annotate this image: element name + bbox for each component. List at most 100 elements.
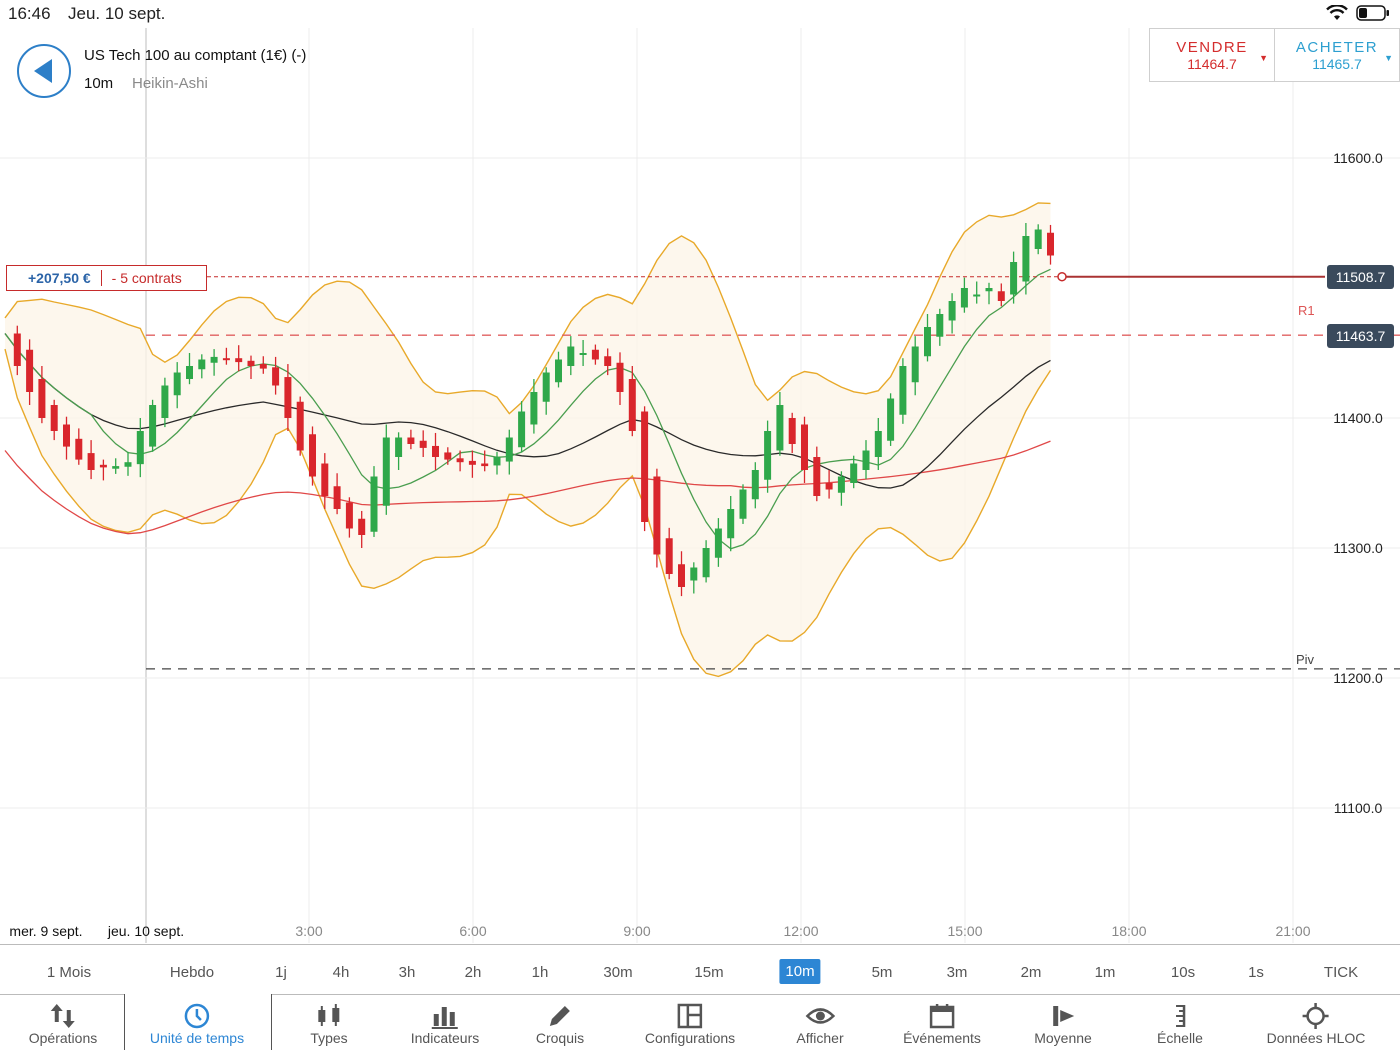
candle-body	[604, 356, 612, 366]
buy-dropdown-icon[interactable]: ▼	[1384, 53, 1393, 63]
tool-events-label: Événements	[903, 1030, 981, 1046]
back-button[interactable]	[17, 44, 71, 98]
candle-body	[235, 358, 243, 363]
sell-price: 11464.7	[1187, 56, 1237, 72]
tool-average[interactable]: Moyenne	[1034, 994, 1092, 1050]
x-axis: mer. 9 sept. jeu. 10 sept. 3:00 6:00 9:00 12:…	[9, 923, 1310, 939]
candle-body	[124, 462, 132, 467]
candle-body	[1022, 236, 1030, 282]
last-price-dot	[1057, 271, 1067, 282]
tf-2m[interactable]: 2m	[1020, 964, 1042, 981]
candle-body	[776, 405, 784, 451]
candle-body	[591, 349, 599, 360]
buy-button[interactable]: ACHETER 11465.7 ▼	[1274, 28, 1400, 82]
r1-label: R1	[1298, 303, 1315, 318]
tool-selected-frame	[124, 994, 272, 1050]
candle-body	[309, 434, 316, 477]
tool-display-label: Afficher	[796, 1030, 844, 1046]
candle-body	[985, 288, 993, 292]
position-box[interactable]: +207,50 € - 5 contrats	[6, 265, 207, 291]
candle-body	[272, 367, 280, 386]
tool-timeframe[interactable]: Unité de temps	[150, 994, 244, 1050]
candle-body	[788, 418, 796, 444]
candle-body	[874, 431, 882, 457]
layout-icon	[677, 1003, 703, 1029]
price-chart[interactable]: 11600.0 11400.0 11300.0 11200.0 11100.0 mer.…	[0, 28, 1400, 944]
tf-10m[interactable]: 10m	[779, 959, 821, 984]
x-tick-label: 18:00	[1111, 923, 1146, 939]
instrument-title[interactable]: US Tech 100 au comptant (1€) (-)	[84, 47, 307, 64]
candles-icon	[317, 1004, 339, 1026]
candle-body	[813, 457, 821, 496]
candle-body	[112, 466, 120, 469]
candle-body	[26, 349, 34, 392]
candle-body	[173, 372, 181, 396]
candle-body	[678, 564, 685, 587]
candle-body	[50, 405, 58, 431]
tf-2h[interactable]: 2h	[464, 964, 482, 981]
candle-body	[641, 411, 649, 522]
wifi-icon	[1326, 5, 1348, 20]
candle-body	[407, 437, 415, 444]
candle-body	[616, 362, 624, 392]
candle-body	[468, 460, 476, 465]
candle-body	[75, 438, 83, 460]
candle-body	[936, 314, 944, 337]
r1-price-tag: 11463.7	[1327, 324, 1394, 348]
tf-4h[interactable]: 4h	[332, 964, 350, 981]
candle-body	[456, 458, 464, 463]
tf-5m[interactable]: 5m	[871, 964, 893, 981]
tool-hloc-data[interactable]: Données HLOC	[1267, 994, 1365, 1050]
candle-body	[247, 360, 255, 366]
moving-average-long	[4, 440, 1051, 535]
tf-10s[interactable]: 10s	[1170, 964, 1196, 981]
x-tick-label: 9:00	[623, 923, 650, 939]
tf-3h[interactable]: 3h	[398, 964, 416, 981]
tf-1h[interactable]: 1h	[531, 964, 549, 981]
candle-body	[370, 476, 378, 532]
bollinger-bands	[4, 202, 1052, 678]
candle-body	[481, 463, 489, 467]
candle-body	[714, 528, 722, 558]
tool-scale[interactable]: Échelle	[1157, 994, 1203, 1050]
y-tick-label: 11400.0	[1333, 410, 1383, 426]
tool-events[interactable]: Événements	[903, 994, 981, 1050]
tf-15m[interactable]: 15m	[694, 964, 724, 981]
sell-button[interactable]: VENDRE 11464.7 ▼	[1149, 28, 1275, 82]
y-tick-label: 11600.0	[1333, 150, 1383, 166]
tf-1m[interactable]: 1m	[1094, 964, 1116, 981]
candle-body	[136, 431, 144, 465]
candle-body	[505, 437, 513, 462]
tf-3m[interactable]: 3m	[946, 964, 968, 981]
candle-body	[850, 463, 858, 483]
sell-dropdown-icon[interactable]: ▼	[1259, 53, 1268, 63]
position-price-tag: 11508.7	[1327, 265, 1394, 289]
tool-types[interactable]: Types	[310, 994, 348, 1050]
candle-body	[333, 486, 341, 509]
tool-display[interactable]: Afficher	[796, 994, 844, 1050]
tool-scale-label: Échelle	[1157, 1030, 1203, 1046]
tf-1j[interactable]: 1j	[275, 964, 287, 981]
tf-tick[interactable]: TICK	[1323, 964, 1359, 981]
chart-grid	[0, 28, 1400, 943]
tf-30m[interactable]: 30m	[603, 964, 633, 981]
tool-indicators[interactable]: Indicateurs	[411, 994, 479, 1050]
pivot-label: Piv	[1296, 652, 1315, 667]
candle-body	[911, 346, 919, 383]
candle-body	[887, 398, 895, 441]
candle-body	[837, 476, 845, 493]
calendar-icon	[929, 1004, 955, 1029]
x-tick-label: 6:00	[459, 923, 486, 939]
tool-configurations[interactable]: Configurations	[645, 994, 735, 1050]
candle-body	[899, 366, 907, 415]
candle-body	[87, 453, 95, 470]
tf-1s[interactable]: 1s	[1248, 964, 1264, 981]
back-arrow-icon	[34, 59, 52, 83]
tool-operations[interactable]: Opérations	[29, 994, 97, 1050]
tool-average-label: Moyenne	[1034, 1030, 1092, 1046]
tool-sketch[interactable]: Croquis	[536, 994, 584, 1050]
tf-1-mois[interactable]: 1 Mois	[46, 964, 92, 981]
tf-hebdo[interactable]: Hebdo	[169, 964, 215, 981]
scale-icon	[1175, 1005, 1186, 1027]
bollinger-fill	[5, 202, 1051, 677]
